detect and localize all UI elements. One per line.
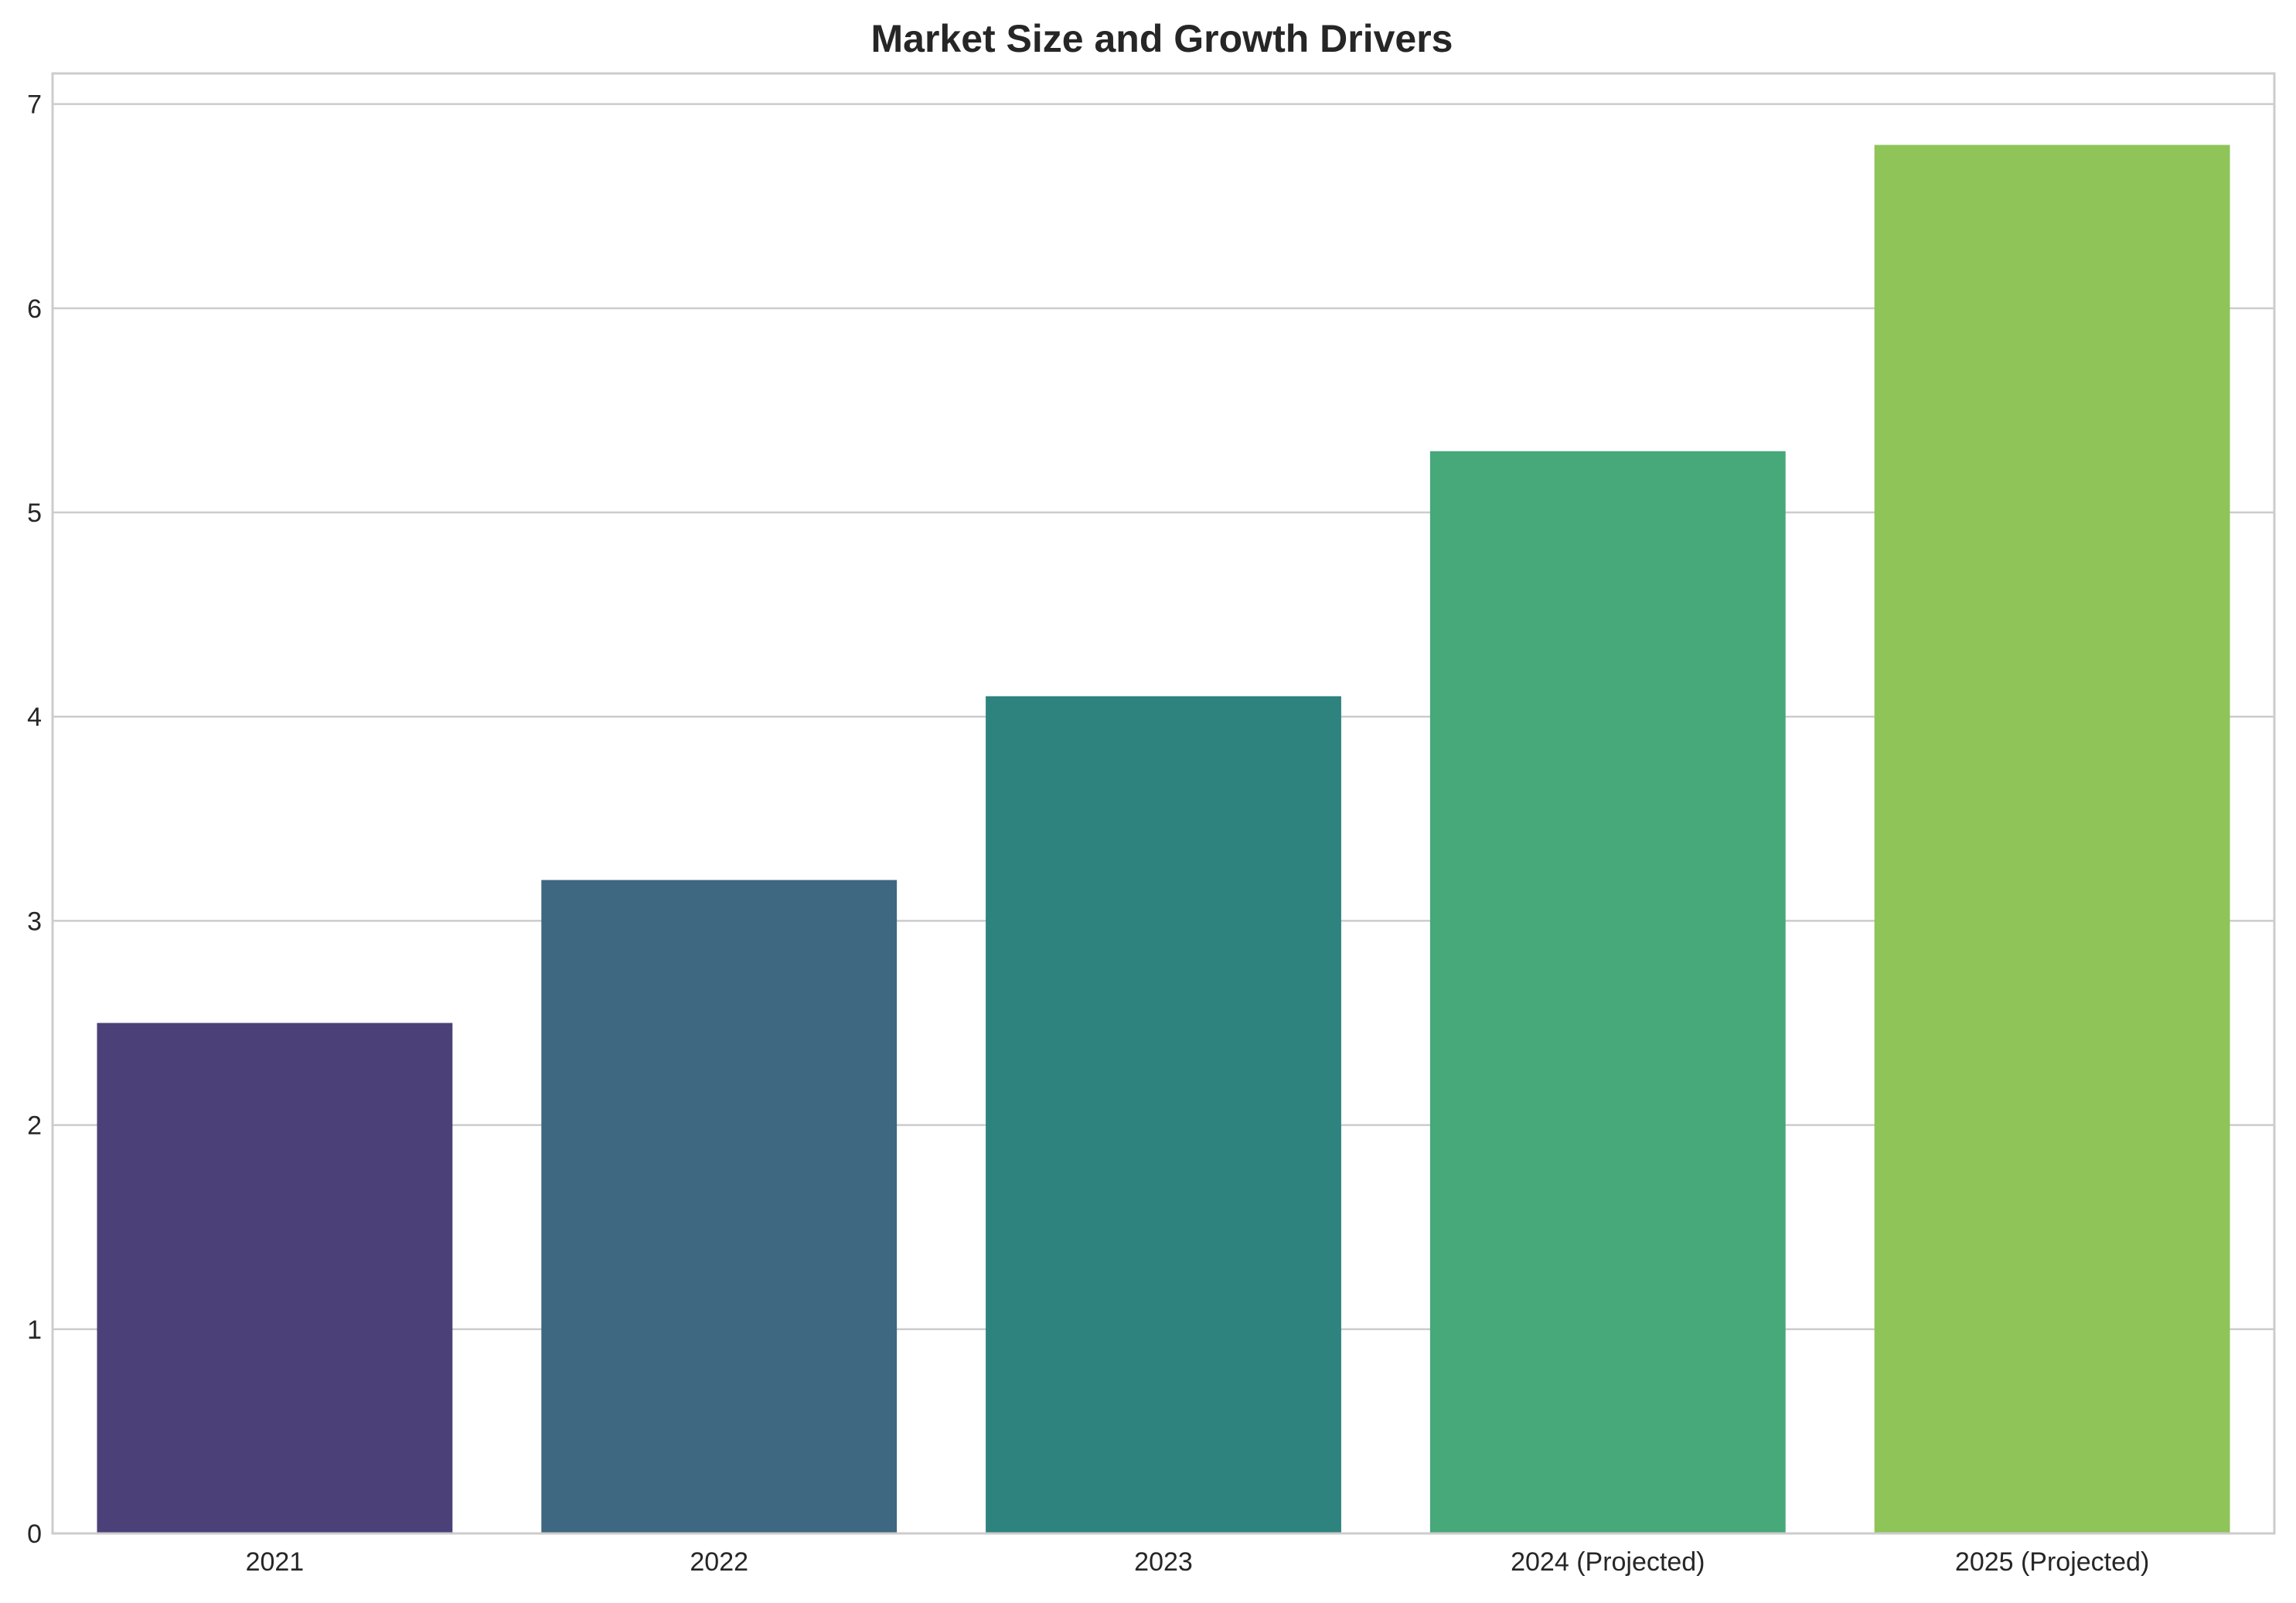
y-tick-label: 2 xyxy=(27,1111,42,1141)
y-tick-label: 7 xyxy=(27,90,42,120)
y-tick-label: 5 xyxy=(27,499,42,528)
y-tick-label: 4 xyxy=(27,703,42,732)
y-tick-label: 1 xyxy=(27,1315,42,1345)
x-axis-ticks: 2021 2022 2023 2024 (Projected) 2025 (Projec… xyxy=(246,1547,2150,1577)
plot-frame xyxy=(51,72,2276,1535)
bar-2023 xyxy=(986,696,1341,1534)
x-tick-label: 2023 xyxy=(1134,1547,1193,1577)
x-tick-label: 2025 (Projected) xyxy=(1955,1547,2149,1577)
bar-2022 xyxy=(541,880,898,1533)
bar-2021 xyxy=(97,1023,453,1533)
x-tick-label: 2024 (Projected) xyxy=(1511,1547,1705,1577)
bars xyxy=(97,145,2230,1534)
chart-title: Market Size and Growth Drivers xyxy=(870,17,1453,60)
x-tick-label: 2021 xyxy=(246,1547,305,1577)
y-tick-label: 6 xyxy=(27,294,42,324)
bar-2024-projected xyxy=(1429,451,1786,1534)
y-axis-ticks: 0 1 2 3 4 5 6 7 xyxy=(27,90,42,1549)
x-tick-label: 2022 xyxy=(690,1547,748,1577)
y-tick-label: 0 xyxy=(27,1520,42,1549)
y-tick-label: 3 xyxy=(27,907,42,936)
bar-2025-projected xyxy=(1874,145,2230,1534)
